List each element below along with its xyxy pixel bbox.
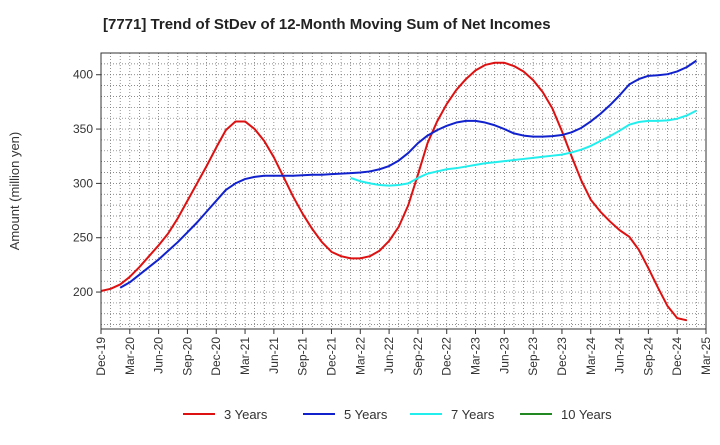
x-tick-label: Mar-25: [699, 337, 713, 375]
x-tick-label: Sep-21: [296, 337, 310, 376]
x-tick-label: Jun-21: [267, 337, 281, 374]
x-tick-label: Jun-23: [497, 337, 511, 374]
x-tick-label: Dec-24: [670, 337, 684, 376]
x-tick-label: Mar-23: [469, 337, 483, 375]
legend-label-3-years: 3 Years: [224, 407, 268, 422]
y-tick-label: 200: [73, 285, 93, 299]
plot-frame: [100, 52, 707, 330]
y-tick-labels: 200 250 300 350 400: [73, 68, 101, 299]
x-tick-label: Dec-19: [94, 337, 108, 376]
y-tick-label: 350: [73, 122, 93, 136]
legend-label-5-years: 5 Years: [344, 407, 388, 422]
x-tick-label: Sep-22: [411, 337, 425, 376]
x-tick-label: Mar-21: [238, 337, 252, 375]
grid-lines: [101, 53, 706, 329]
x-tick-label: Mar-22: [353, 337, 367, 375]
x-tick-label: Dec-22: [440, 337, 454, 376]
y-tick-label: 300: [73, 176, 93, 190]
x-tick-label: Jun-22: [382, 337, 396, 374]
x-tick-label: Mar-24: [584, 337, 598, 375]
series-line-3-years: [100, 61, 688, 322]
x-tick-label: Dec-23: [555, 337, 569, 376]
legend-label-7-years: 7 Years: [451, 407, 495, 422]
x-tick-labels: Dec-19 Mar-20 Jun-20 Sep-20 Dec-20 Mar-21 Jun-…: [94, 329, 713, 376]
x-tick-label: Jun-20: [152, 337, 166, 374]
y-axis-label: Amount (million yen): [7, 132, 22, 251]
y-tick-label: 400: [73, 68, 93, 82]
y-tick-label: 250: [73, 231, 93, 245]
plot-area: [101, 53, 706, 329]
x-tick-label: Sep-20: [180, 337, 194, 376]
x-tick-label: Dec-21: [324, 337, 338, 376]
x-tick-label: Sep-24: [641, 337, 655, 376]
x-tick-label: Dec-20: [209, 337, 223, 376]
series-line-5-years: [119, 59, 697, 289]
legend: 3 Years 5 Years 7 Years 10 Years: [183, 407, 612, 422]
legend-label-10-years: 10 Years: [561, 407, 612, 422]
x-tick-label: Mar-20: [123, 337, 137, 375]
x-tick-label: Sep-23: [526, 337, 540, 376]
series-line-7-years: [350, 109, 697, 187]
chart-title: [7771] Trend of StDev of 12-Month Moving…: [103, 16, 551, 33]
series-lines: [100, 59, 697, 322]
x-tick-label: Jun-24: [613, 337, 627, 374]
